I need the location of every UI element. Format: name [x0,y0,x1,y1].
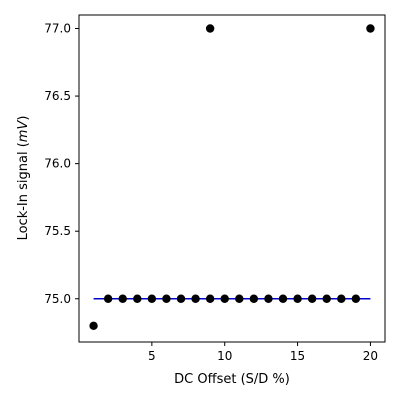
y-axis-label: Lock-In signal (mV) [16,116,31,241]
y-tick-label: 76.0 [44,157,71,171]
x-tick-label: 15 [290,349,305,363]
x-tick-label: 10 [217,349,232,363]
x-axis-label: DC Offset (S/D %) [174,372,290,387]
data-point [133,294,142,303]
data-point [89,321,98,330]
data-points-layer [89,24,375,330]
data-point [191,294,200,303]
y-axis-ticks: 75.0 75.5 76.0 76.5 77.0 [44,22,79,306]
data-point [176,294,186,303]
data-point [220,294,229,303]
data-point [278,294,288,303]
y-tick-label: 76.5 [44,89,71,103]
data-point [118,294,127,303]
data-point [293,294,302,303]
x-tick-label: 5 [148,349,156,363]
x-tick-label: 20 [363,349,378,363]
y-tick-label: 75.5 [44,224,71,238]
y-tick-label: 75.0 [44,292,71,306]
x-axis-ticks: 5 10 15 20 [148,342,378,363]
data-point [307,294,317,303]
plot-area-frame [78,14,386,343]
data-point [366,24,375,33]
data-point [322,294,331,303]
data-point [264,294,273,303]
data-point [103,294,113,303]
y-tick-label: 77.0 [44,22,71,36]
data-point [337,294,346,303]
data-point [235,294,244,303]
data-point [205,294,215,303]
data-point [205,24,215,33]
data-point [351,294,361,303]
data-point [162,294,171,303]
data-point [147,294,157,303]
data-point [249,294,259,303]
